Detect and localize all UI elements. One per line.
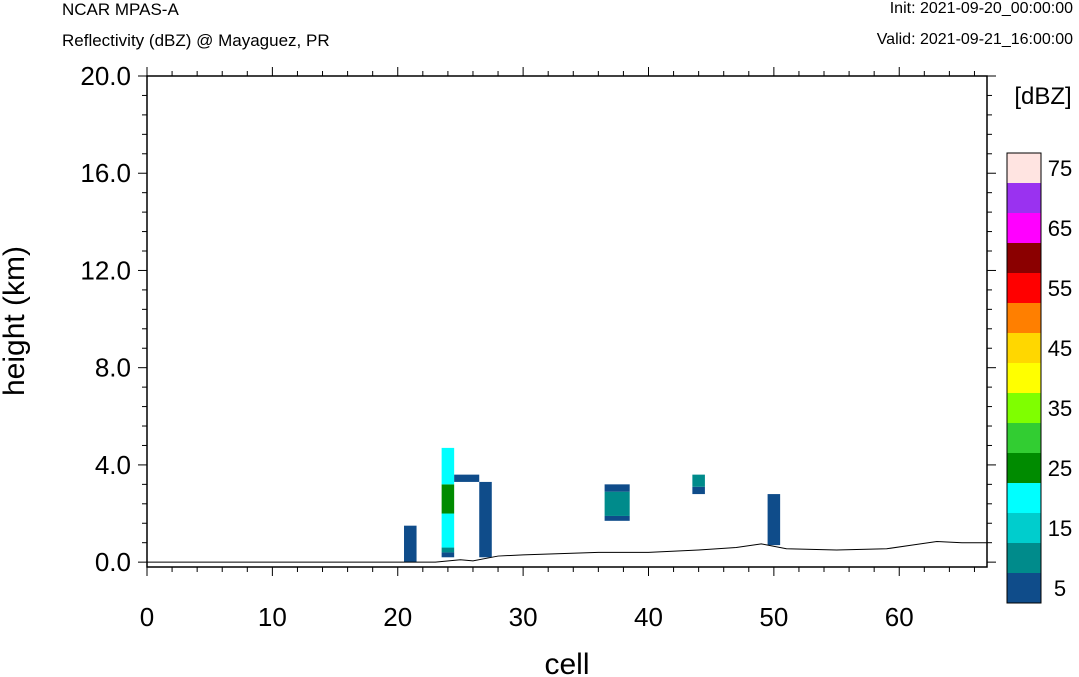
reflectivity-cell-6	[454, 474, 480, 482]
colorbar-frame	[1006, 152, 1042, 604]
y-tick-label: 4.0	[95, 450, 131, 480]
y-tick-label: 12.0	[80, 255, 131, 285]
y-axis-label: height (km)	[0, 246, 31, 396]
reflectivity-cell-7	[479, 481, 492, 558]
colorbar-label: 55	[1048, 276, 1072, 301]
colorbar-label: 25	[1048, 456, 1072, 481]
y-tick-label: 0.0	[95, 547, 131, 577]
x-tick-label: 50	[759, 602, 788, 632]
y-tick-label: 8.0	[95, 353, 131, 383]
x-tick-label: 0	[140, 602, 154, 632]
y-tick-label: 20.0	[80, 61, 131, 91]
valid-time: Valid: 2021-09-21_16:00:00	[876, 31, 1073, 48]
plot-frame	[146, 75, 988, 568]
colorbar-swatch-55	[1007, 273, 1041, 303]
reflectivity-cell-8	[604, 515, 630, 521]
colorbar-label: 75	[1048, 156, 1072, 181]
axis-ticks	[138, 67, 996, 576]
colorbar-swatch-25	[1007, 453, 1041, 483]
reflectivity-cell-11	[692, 486, 705, 495]
colorbar-unit-label: [dBZ]	[1014, 83, 1071, 110]
reflectivity-cell-13	[767, 494, 781, 546]
reflectivity-cell-12	[692, 474, 705, 487]
reflectivity-cell-1	[441, 552, 455, 558]
colorbar-swatch-30	[1007, 423, 1041, 453]
colorbar-label: 45	[1048, 336, 1072, 361]
colorbar-swatch-45	[1007, 333, 1041, 363]
colorbar-label: 5	[1054, 576, 1066, 601]
field-subtitle: Reflectivity (dBZ) @ Mayaguez, PR	[62, 31, 330, 50]
reflectivity-cell-10	[604, 484, 630, 492]
terrain-line	[147, 540, 987, 563]
terrain-polyline	[147, 540, 987, 563]
colorbar-swatch-10	[1007, 543, 1041, 573]
x-axis-label: cell	[544, 648, 589, 677]
colorbar-label: 35	[1048, 396, 1072, 421]
x-tick-label: 40	[634, 602, 663, 632]
colorbar-label: 15	[1048, 516, 1072, 541]
x-tick-label: 30	[509, 602, 538, 632]
reflectivity-cell-5	[441, 447, 455, 485]
colorbar-swatch-35	[1007, 393, 1041, 423]
reflectivity-cell-9	[604, 491, 630, 516]
reflectivity-cell-4	[441, 484, 455, 514]
colorbar-swatch-70	[1007, 183, 1041, 213]
colorbar-swatch-5	[1007, 573, 1041, 603]
colorbar-swatch-40	[1007, 363, 1041, 393]
colorbar: 5 15 25 35 45 55 65 75	[1006, 152, 1072, 604]
reflectivity-cell-3	[441, 513, 455, 548]
colorbar-label: 65	[1048, 216, 1072, 241]
colorbar-swatch-50	[1007, 303, 1041, 333]
colorbar-swatch-20	[1007, 483, 1041, 513]
model-title: NCAR MPAS-A	[62, 0, 179, 19]
colorbar-swatch-15	[1007, 513, 1041, 543]
colorbar-swatch-75	[1007, 153, 1041, 183]
colorbar-swatch-65	[1007, 213, 1041, 243]
x-tick-label: 60	[885, 602, 914, 632]
y-tick-label: 16.0	[80, 158, 131, 188]
colorbar-swatch-60	[1007, 243, 1041, 273]
x-tick-label: 10	[258, 602, 287, 632]
reflectivity-cell-0	[404, 525, 417, 563]
init-time: Init: 2021-09-20_00:00:00	[889, 0, 1073, 17]
reflectivity-cell-2	[441, 547, 455, 553]
reflectivity-cells	[404, 447, 781, 563]
x-tick-label: 20	[383, 602, 412, 632]
axis-tick-labels: 0 10 20 30 40 50 60 0.0 4.0 8.0 12.0 16.0 20.0	[80, 61, 913, 632]
